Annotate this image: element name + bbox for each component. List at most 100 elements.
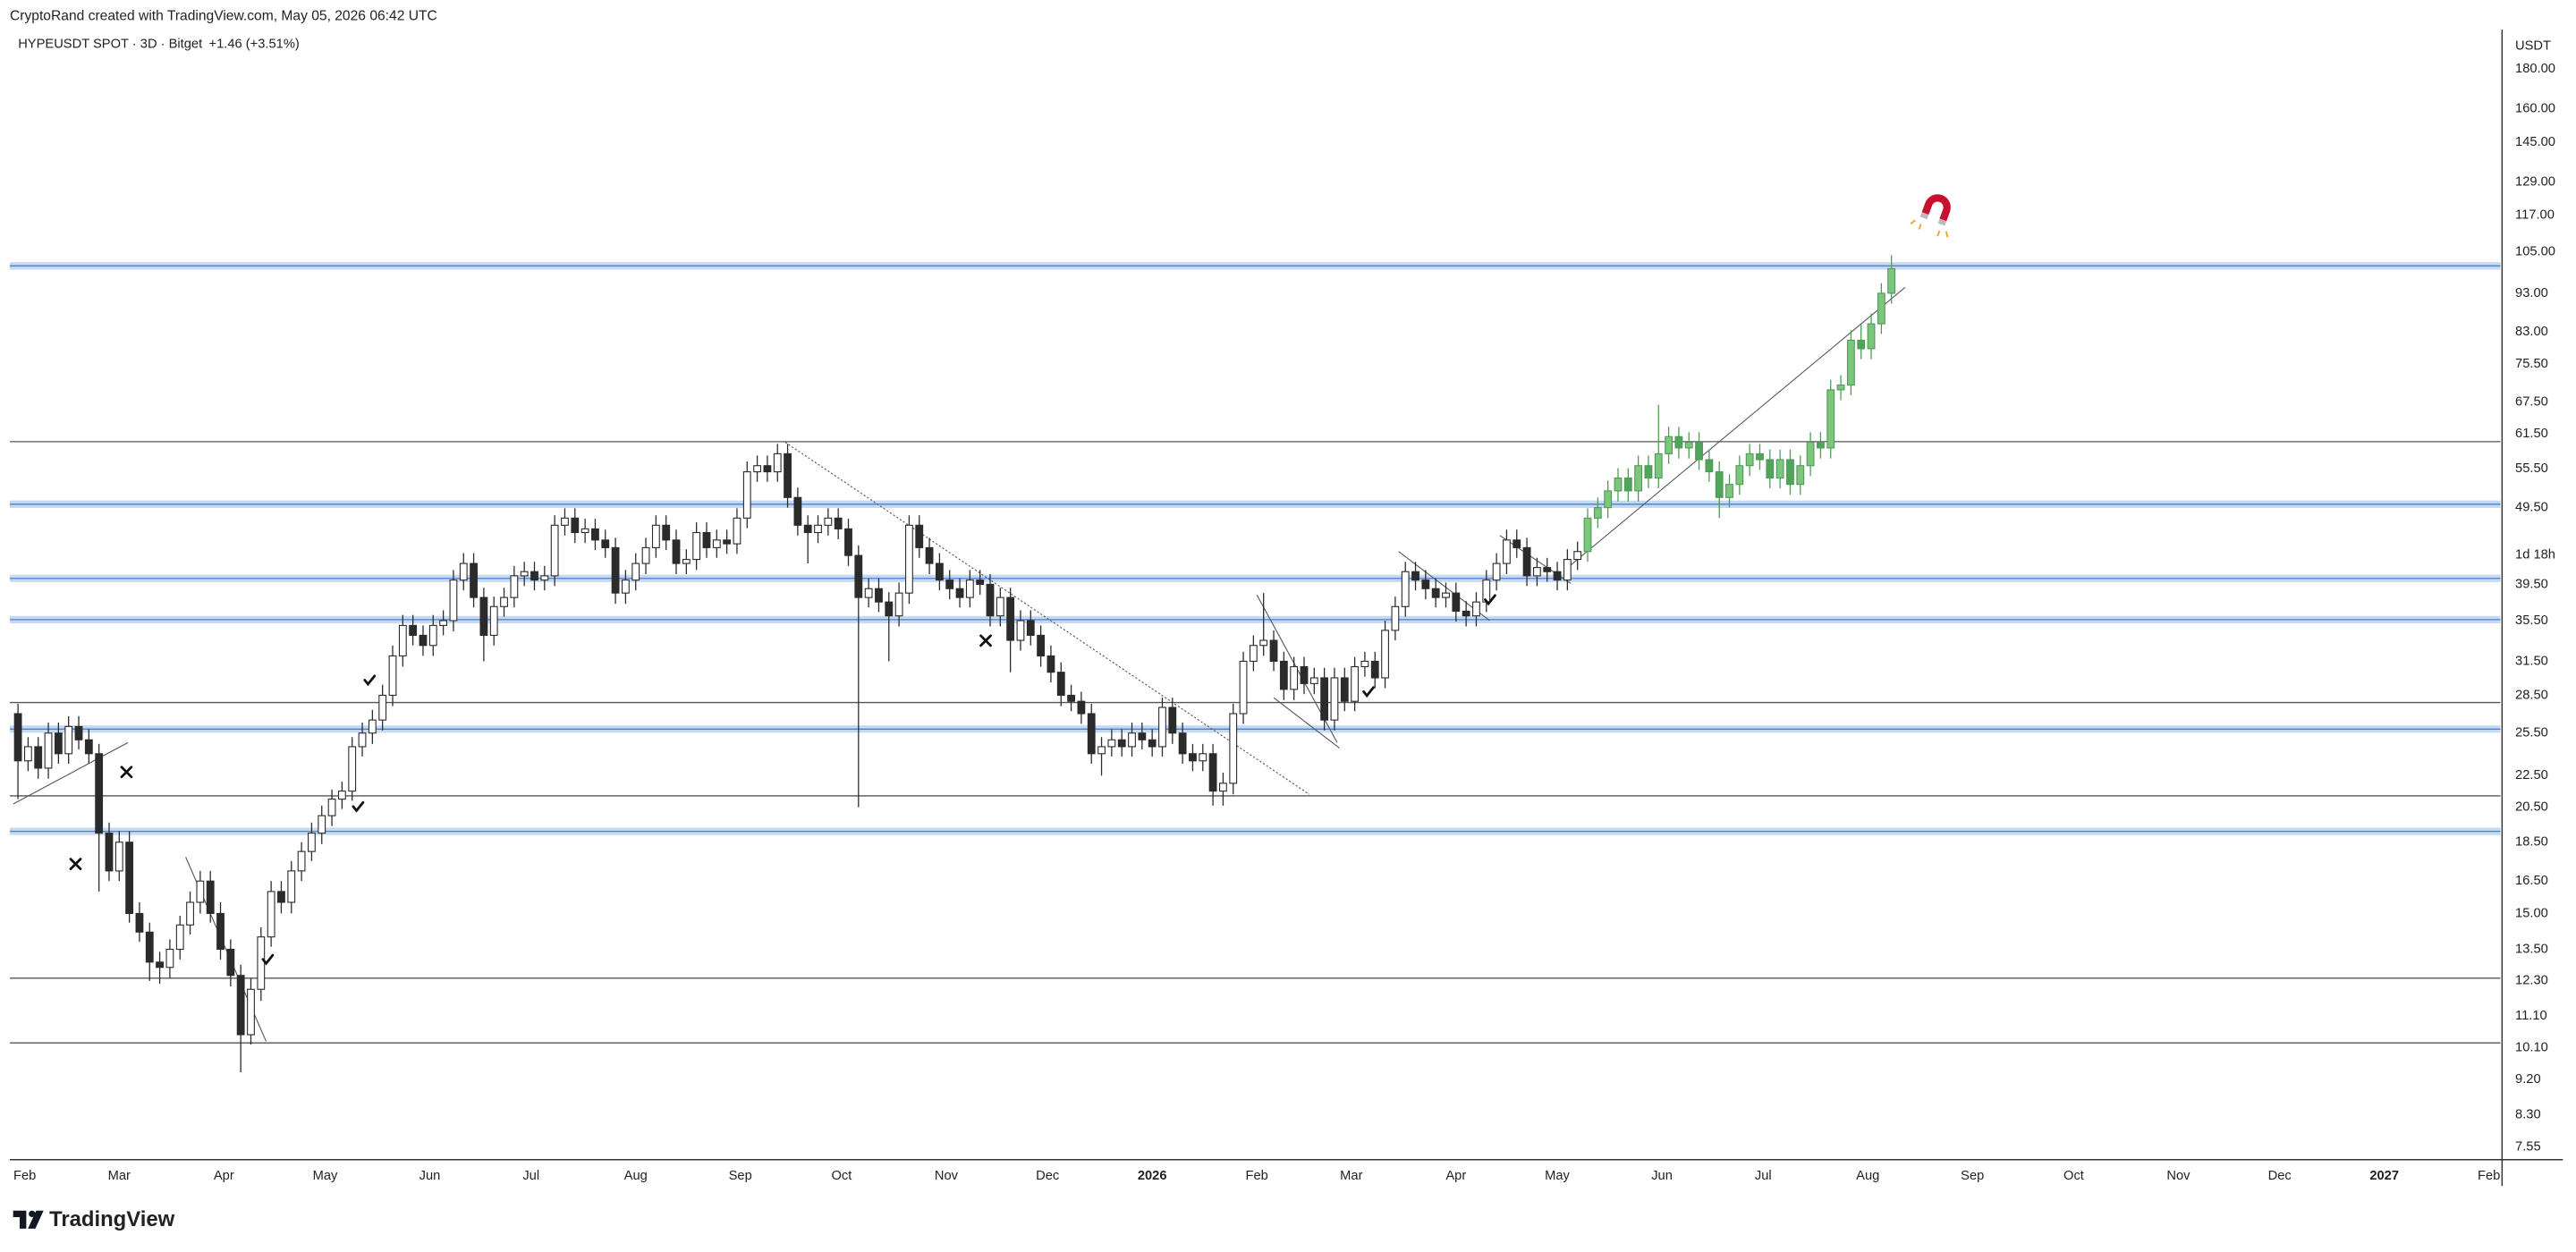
candle-body (1421, 579, 1430, 589)
candle-body (1097, 746, 1106, 755)
cross-icon (120, 766, 133, 779)
candle-body (1158, 706, 1166, 748)
candle-body (1107, 739, 1116, 748)
candle-body (591, 528, 599, 541)
candle-body (500, 596, 508, 607)
candle-body (824, 517, 833, 526)
candle-body (692, 531, 701, 561)
candle-body (1492, 563, 1501, 581)
candle-body (834, 517, 843, 529)
candles (13, 255, 1896, 1073)
candle-body (1806, 441, 1815, 467)
price-change: +1.46 (+3.51%) (209, 37, 300, 51)
candle-body (459, 563, 468, 581)
y-tick-label: 11.10 (2515, 1009, 2547, 1023)
y-tick-label: 8.30 (2515, 1107, 2541, 1121)
x-tick-label: Oct (832, 1169, 852, 1183)
candle-body (419, 634, 428, 647)
candle-body (1513, 539, 1521, 548)
candle-body (1563, 559, 1572, 581)
check-icon (1484, 594, 1496, 606)
candle-body (875, 588, 883, 603)
x-tick-label: Nov (935, 1169, 959, 1183)
candle-body (1330, 677, 1339, 721)
candle-body (1614, 478, 1623, 492)
x-tick-label: Nov (2166, 1169, 2190, 1183)
y-tick-label: 180.00 (2515, 62, 2555, 76)
candle-body (449, 579, 458, 622)
candle-body (470, 563, 478, 598)
candle-body (74, 725, 83, 740)
x-tick-label: Jun (419, 1169, 441, 1183)
candle-body (803, 524, 812, 534)
candle-body (368, 719, 377, 734)
signal-icons (69, 594, 1496, 966)
x-tick-label: Jul (522, 1169, 539, 1183)
bar-countdown: 1d 18h (2515, 548, 2555, 563)
y-tick-label: 31.50 (2515, 654, 2548, 668)
candle-body (226, 948, 235, 977)
check-icon (363, 674, 377, 687)
candle-body (1775, 459, 1784, 479)
candle-body (1705, 459, 1714, 473)
y-tick-label: 15.00 (2515, 906, 2548, 920)
x-tick-label: Aug (1856, 1169, 1879, 1183)
x-tick-label: Apr (1445, 1169, 1466, 1183)
candle-body (1583, 517, 1592, 553)
x-tick-label: May (313, 1169, 338, 1183)
candle-body (854, 554, 863, 598)
candle-body (631, 563, 640, 581)
y-tick-label: 61.50 (2515, 427, 2548, 441)
candle-body (479, 596, 488, 636)
candle-body (965, 579, 974, 598)
candle-body (1766, 459, 1775, 479)
candle-body (1401, 571, 1410, 607)
candle-body (236, 975, 245, 1036)
y-tick-label: 67.50 (2515, 395, 2548, 410)
candle-body (44, 732, 53, 769)
candle-body (763, 465, 772, 473)
candle-body (1087, 713, 1096, 755)
candle-body (1189, 753, 1197, 762)
candle-body (1817, 441, 1825, 449)
logo-shape (13, 1210, 27, 1229)
candle-body (976, 579, 985, 585)
candle-body (64, 725, 73, 755)
y-tick-label: 129.00 (2515, 174, 2555, 189)
candle-body (105, 833, 114, 872)
candle-body (1472, 601, 1480, 617)
y-tick-label: 117.00 (2515, 208, 2555, 223)
y-unit: USDT (2515, 38, 2551, 53)
y-tick-label: 13.50 (2515, 942, 2548, 956)
candle-body (1381, 630, 1389, 679)
candle-body (1543, 567, 1552, 572)
candle-body (1016, 620, 1025, 641)
candle-body (682, 559, 691, 564)
candle-body (1128, 732, 1136, 748)
x-tick-label: Oct (2063, 1169, 2084, 1183)
x-tick-label: 2026 (1138, 1169, 1167, 1183)
y-tick-label: 20.50 (2515, 800, 2548, 815)
x-tick-label: Feb (1245, 1169, 1267, 1183)
candle-body (996, 596, 1004, 617)
candle-body (885, 601, 894, 617)
trendline (1273, 697, 1340, 749)
y-tick-label: 16.50 (2515, 874, 2548, 888)
candle-body (156, 961, 164, 969)
candle-body (1756, 453, 1764, 461)
candle-body (1178, 732, 1187, 755)
candle-body (13, 713, 22, 762)
candle-body (672, 539, 681, 564)
candle-body (1442, 592, 1450, 598)
candle-body (1067, 694, 1075, 702)
candle-body (114, 842, 123, 872)
magnet-tip (1919, 212, 1929, 220)
candle-body (1056, 672, 1065, 697)
x-tick-label: Dec (1036, 1169, 1059, 1183)
tradingview-logo: TradingView (49, 1207, 175, 1231)
candle-body (1026, 620, 1035, 636)
candle-body (1522, 546, 1531, 577)
candle-body (1877, 292, 1885, 325)
cross-icon (979, 634, 992, 647)
candle-body (186, 901, 194, 926)
